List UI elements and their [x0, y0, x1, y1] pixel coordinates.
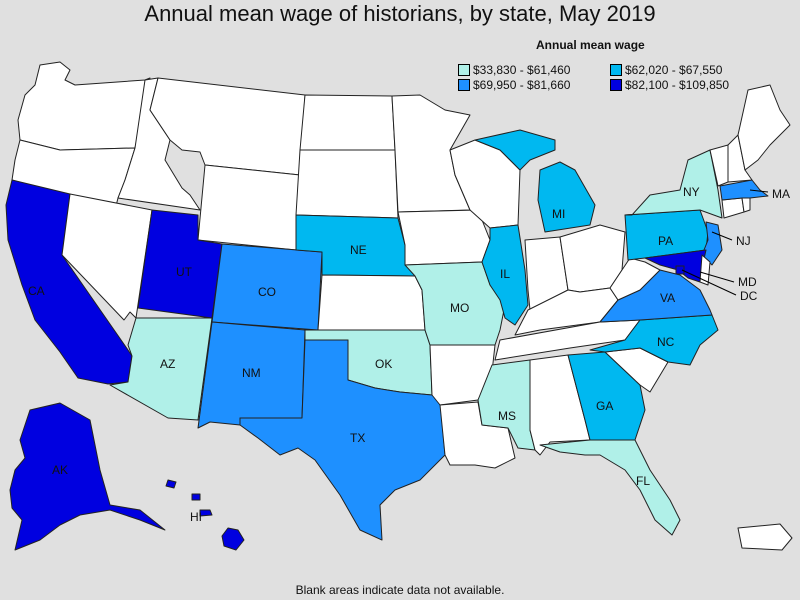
label-hi: HI [190, 510, 202, 524]
state-nj[interactable] [701, 221, 723, 266]
state-dc[interactable] [675, 265, 685, 275]
label-ut: UT [176, 265, 193, 279]
legend-item-tier4: $82,100 - $109,850 [610, 78, 729, 92]
legend-item-tier1: $33,830 - $61,460 [458, 63, 570, 77]
state-nc[interactable] [589, 314, 719, 366]
legend-label: $62,020 - $67,550 [625, 63, 723, 77]
legend-item-tier2: $62,020 - $67,550 [610, 63, 722, 77]
state-ak[interactable] [9, 402, 166, 551]
label-mo: MO [450, 301, 469, 315]
label-il: IL [500, 267, 510, 281]
label-nm: NM [242, 366, 261, 380]
state-ri[interactable] [741, 197, 751, 213]
state-wy[interactable] [197, 164, 301, 251]
nj-callout-line [711, 231, 733, 241]
state-az[interactable] [109, 317, 213, 421]
state-sd[interactable] [295, 149, 399, 219]
label-nc: NC [657, 335, 675, 349]
state-me[interactable] [737, 84, 791, 171]
state-nh[interactable] [727, 134, 753, 183]
state-ny[interactable] [624, 149, 723, 219]
label-az: AZ [160, 357, 175, 371]
md-callout-line [699, 271, 735, 283]
legend-label: $69,950 - $81,660 [473, 78, 571, 92]
state-mi[interactable] [474, 129, 596, 233]
legend-swatch [458, 64, 470, 76]
state-nd[interactable] [299, 94, 396, 151]
state-ia[interactable] [397, 209, 491, 266]
legend-swatch [610, 79, 622, 91]
label-va: VA [660, 291, 675, 305]
state-hi[interactable] [165, 479, 245, 551]
footer-note: Blank areas indicate data not available. [295, 583, 505, 597]
legend-label: $82,100 - $109,850 [625, 78, 730, 92]
label-md: MD [738, 275, 757, 289]
label-ny: NY [683, 185, 700, 199]
ma-callout-line [749, 189, 769, 193]
label-ne: NE [350, 243, 367, 257]
legend-title: Annual mean wage [536, 38, 645, 52]
state-ca[interactable] [5, 179, 133, 385]
label-fl: FL [636, 474, 650, 488]
label-ma: MA [772, 187, 790, 201]
state-ks[interactable] [317, 274, 426, 331]
state-tx[interactable] [239, 339, 446, 541]
label-co: CO [258, 285, 276, 299]
label-nj: NJ [736, 234, 751, 248]
state-wa[interactable] [17, 61, 151, 151]
map-title: Annual mean wage of historians, by state… [144, 1, 656, 26]
state-pr[interactable] [737, 523, 793, 551]
label-ga: GA [596, 399, 613, 413]
legend-item-tier3: $69,950 - $81,660 [458, 78, 570, 92]
label-ca: CA [28, 284, 45, 298]
state-il[interactable] [481, 224, 529, 326]
label-ok: OK [375, 357, 392, 371]
state-wv[interactable] [609, 257, 661, 301]
label-tx: TX [350, 431, 365, 445]
dc-callout-line [681, 269, 737, 296]
label-mi: MI [552, 207, 565, 221]
state-ct[interactable] [721, 197, 745, 219]
legend-swatch [610, 64, 622, 76]
legend-label: $33,830 - $61,460 [473, 63, 571, 77]
label-ms: MS [498, 409, 516, 423]
state-mt[interactable] [149, 77, 306, 176]
label-pa: PA [658, 234, 673, 248]
label-dc: DC [740, 289, 758, 303]
state-de[interactable] [699, 254, 711, 286]
label-ak: AK [52, 463, 68, 477]
legend-swatch [458, 79, 470, 91]
state-ma[interactable] [719, 179, 769, 201]
state-fl[interactable] [539, 439, 681, 536]
